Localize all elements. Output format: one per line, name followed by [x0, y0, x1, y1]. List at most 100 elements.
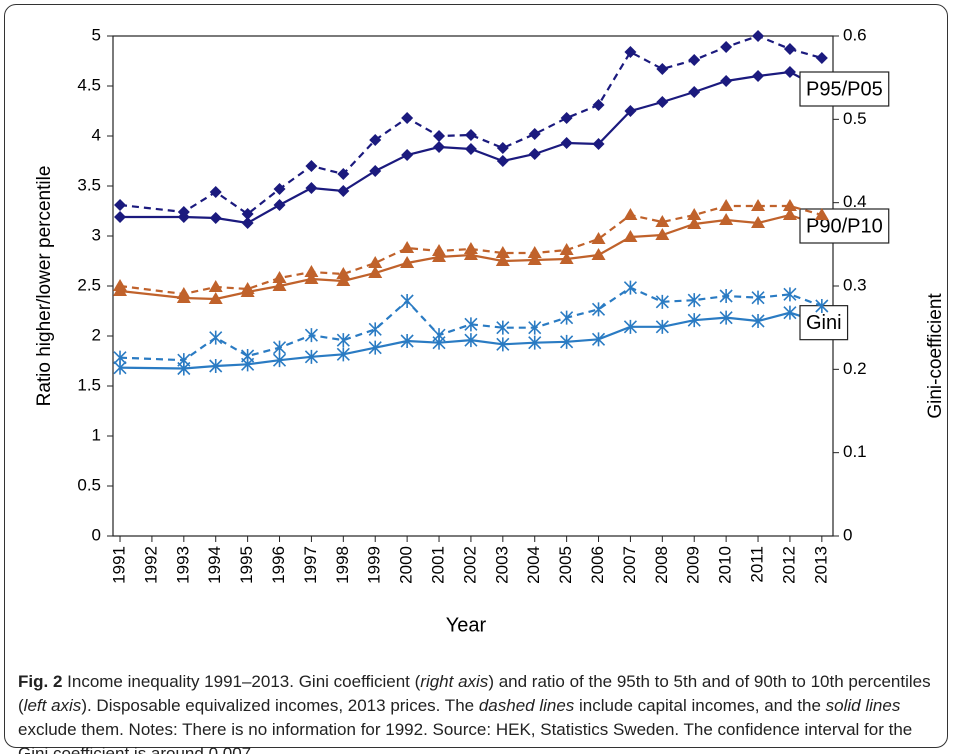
marker	[401, 149, 414, 161]
marker	[783, 305, 797, 320]
marker	[272, 271, 287, 283]
marker	[623, 208, 638, 220]
x-tick-label: 2007	[620, 546, 639, 584]
marker	[527, 246, 542, 258]
y-tick-label: 5	[92, 25, 101, 44]
marker	[241, 217, 254, 229]
marker	[592, 99, 605, 111]
legend-label: Gini	[806, 312, 842, 334]
marker	[113, 350, 127, 365]
marker	[624, 105, 637, 117]
marker	[591, 332, 606, 347]
y-tick-label: 3	[92, 225, 101, 244]
marker	[719, 199, 734, 211]
marker	[528, 335, 542, 350]
marker	[591, 302, 606, 317]
marker	[495, 254, 510, 266]
marker	[783, 287, 797, 302]
marker	[272, 279, 287, 291]
marker	[783, 43, 796, 55]
marker	[208, 280, 223, 292]
marker	[783, 66, 796, 78]
marker	[687, 293, 701, 308]
chart: Year Ratio higher/lower percentile Gini-…	[34, 25, 946, 636]
marker	[208, 292, 223, 304]
marker	[528, 320, 542, 335]
marker	[720, 75, 733, 87]
marker	[496, 337, 510, 352]
x-tick-label: 2011	[748, 546, 767, 583]
x-tick-label: 2009	[684, 546, 703, 584]
marker	[623, 280, 637, 295]
caption-text: include capital incomes, and the	[574, 696, 826, 715]
marker	[272, 353, 287, 368]
x-tick-label: 1991	[110, 546, 129, 584]
marker	[432, 328, 446, 343]
marker	[655, 228, 670, 240]
marker	[336, 347, 350, 362]
marker	[241, 349, 255, 363]
marker	[177, 353, 191, 368]
marker	[752, 30, 765, 42]
marker	[656, 63, 669, 75]
marker	[433, 130, 446, 142]
marker	[464, 333, 478, 348]
marker	[272, 340, 287, 355]
marker	[687, 217, 702, 229]
caption-emphasis: right axis	[420, 672, 489, 691]
caption-text: ). Disposable equivalized incomes, 2013 …	[81, 696, 479, 715]
y2-tick-label: 0.1	[843, 442, 867, 461]
marker	[304, 328, 318, 343]
marker	[464, 317, 478, 332]
caption: Fig. 2 Income inequality 1991–2013. Gini…	[18, 670, 943, 754]
marker	[463, 242, 478, 254]
legend-label: P90/P10	[806, 215, 883, 237]
y2-axis-title: Gini-coefficient	[925, 293, 946, 419]
marker	[752, 70, 765, 82]
marker	[527, 253, 542, 265]
y-tick-label: 2	[92, 325, 101, 344]
y2-tick-label: 0.4	[843, 192, 867, 211]
y2-tick-label: 0.2	[843, 359, 867, 378]
marker	[337, 168, 350, 180]
marker	[655, 215, 670, 227]
series-line	[119, 34, 823, 216]
marker	[368, 266, 383, 278]
caption-emphasis: solid lines	[825, 696, 901, 715]
marker	[464, 143, 477, 155]
x-tick-label: 1995	[237, 546, 256, 584]
marker	[401, 112, 414, 124]
marker	[400, 241, 415, 253]
marker	[304, 272, 319, 284]
y2-tick-label: 0.5	[843, 109, 867, 128]
marker	[814, 208, 829, 220]
y-tick-label: 2.5	[77, 275, 101, 294]
marker	[369, 134, 382, 146]
marker	[496, 142, 509, 154]
y-tick-label: 4	[92, 125, 101, 144]
y-tick-label: 0	[92, 525, 101, 544]
marker	[592, 138, 605, 150]
series-line	[120, 70, 823, 225]
y-axis-title: Ratio higher/lower percentile	[34, 166, 55, 407]
marker	[623, 319, 637, 334]
marker	[751, 216, 766, 228]
x-tick-label: 2012	[779, 546, 798, 584]
marker	[400, 256, 415, 268]
marker	[719, 310, 733, 325]
series-line	[119, 213, 823, 301]
marker	[559, 252, 574, 264]
marker	[688, 54, 701, 66]
marker	[559, 243, 574, 255]
marker	[688, 86, 701, 98]
legend-label: P95/P05	[806, 78, 883, 100]
legend-box	[799, 208, 890, 244]
marker	[782, 199, 797, 211]
figure-border	[4, 4, 948, 748]
marker	[751, 290, 765, 305]
caption-text: ) and ratio of the 95th to 5th and of 90…	[18, 672, 931, 715]
marker	[433, 141, 446, 153]
marker	[368, 322, 382, 337]
marker	[496, 320, 510, 335]
marker	[240, 282, 255, 294]
